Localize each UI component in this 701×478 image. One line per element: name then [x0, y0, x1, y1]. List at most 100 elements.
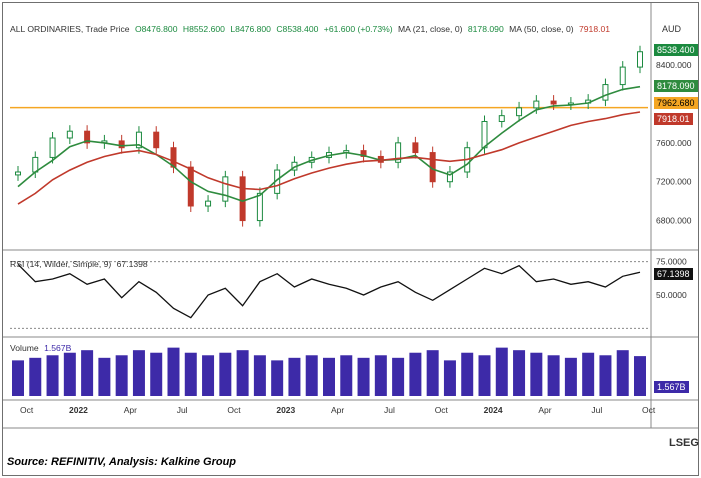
rsi-line	[17, 263, 641, 319]
ma21-label: MA (21, close, 0)	[398, 24, 463, 34]
volume-bar	[12, 360, 24, 396]
open-value: O8476.800	[134, 24, 178, 34]
x-tick-label: Oct	[227, 405, 241, 415]
candle-body	[32, 156, 39, 173]
rsi-header: RSI (14, Wilder, Simple, 9) 67.1398	[10, 259, 151, 269]
candle-body	[516, 107, 523, 117]
price-tick-label: 7200.000	[656, 177, 692, 187]
candle-body	[533, 100, 540, 109]
volume-bar	[392, 357, 405, 396]
candle-body	[187, 166, 194, 207]
low-value: L8476.800	[230, 24, 271, 34]
ma21-line	[17, 85, 641, 202]
x-tick-label: 2023	[276, 405, 295, 415]
ma50-line	[17, 111, 641, 205]
volume-bar	[29, 357, 42, 396]
x-tick-label: 2024	[484, 405, 503, 415]
volume-bar	[236, 350, 249, 396]
volume-bar	[357, 357, 370, 396]
x-tick-label: Apr	[331, 405, 344, 415]
volume-bar	[374, 355, 387, 396]
candle-body	[498, 115, 505, 122]
volume-bar	[409, 352, 422, 396]
candle-body	[153, 131, 160, 149]
x-tick-label: Apr	[124, 405, 137, 415]
ma50-value: 7918.01	[578, 24, 611, 34]
price-tick-label: 7600.000	[656, 138, 692, 148]
close-value: C8538.400	[276, 24, 319, 34]
hline-tag: 7962.680	[654, 97, 698, 109]
x-tick-label: Jul	[177, 405, 188, 415]
rsi-tag: 67.1398	[654, 268, 693, 280]
candle-body	[84, 130, 91, 144]
candle-body	[205, 200, 212, 207]
candle-body	[412, 142, 419, 154]
candle-body	[118, 140, 125, 149]
ma21-tag: 8178.090	[654, 80, 698, 92]
candle-body	[395, 142, 402, 163]
volume-bar	[443, 360, 456, 396]
rsi-header-value: 67.1398	[116, 259, 148, 269]
change-value: +61.600 (+0.73%)	[323, 24, 393, 34]
volume-bar	[271, 360, 284, 396]
candle-body	[222, 176, 229, 202]
x-tick-label: 2022	[69, 405, 88, 415]
volume-label: Volume	[10, 343, 39, 353]
price-tick-label: 6800.000	[656, 216, 692, 226]
volume-bar	[495, 347, 508, 396]
volume-bar	[305, 355, 318, 396]
volume-bar	[184, 352, 197, 396]
candle-body	[446, 171, 453, 183]
volume-bar	[564, 357, 577, 396]
currency-label: AUD	[662, 24, 682, 34]
volume-bar	[98, 357, 111, 396]
volume-bar	[634, 356, 646, 396]
price-tick-label: 8400.000	[656, 60, 692, 70]
x-tick-label: Oct	[20, 405, 34, 415]
candle-body	[602, 84, 609, 101]
x-tick-label: Apr	[538, 405, 551, 415]
candle-body	[619, 66, 626, 86]
volume-bar	[582, 352, 595, 396]
volume-bar	[461, 352, 474, 396]
ma50-label: MA (50, close, 0)	[509, 24, 574, 34]
ma50-tag: 7918.01	[654, 113, 693, 125]
high-value: H8552.600	[182, 24, 225, 34]
rsi-label: RSI (14, Wilder, Simple, 9)	[10, 259, 112, 269]
volume-tag: 1.567B	[654, 381, 689, 393]
volume-bar	[132, 350, 145, 396]
candle-body	[256, 192, 263, 222]
candle-body	[360, 150, 367, 157]
volume-bar	[63, 352, 76, 396]
volume-bar	[150, 352, 163, 396]
volume-bar	[253, 355, 266, 396]
volume-bar	[46, 355, 59, 396]
x-tick-label: Jul	[384, 405, 395, 415]
volume-bar	[81, 350, 94, 396]
volume-bar	[530, 352, 543, 396]
symbol-label: ALL ORDINARIES, Trade Price	[10, 24, 130, 34]
volume-bar	[513, 350, 526, 396]
candle-body	[637, 51, 643, 68]
rsi-tick-label: 50.0000	[656, 290, 687, 300]
volume-bar	[115, 355, 128, 396]
volume-bar	[167, 347, 180, 396]
volume-bar	[616, 350, 629, 396]
candle-body	[15, 171, 21, 176]
candle-body	[66, 130, 73, 139]
candle-body	[550, 100, 557, 105]
volume-bar	[478, 355, 491, 396]
candle-body	[49, 137, 56, 158]
volume-bar	[547, 355, 560, 396]
volume-bar	[202, 355, 215, 396]
x-tick-label: Oct	[642, 405, 656, 415]
volume-bar	[323, 357, 335, 396]
source-note: Source: REFINITIV, Analysis: Kalkine Gro…	[7, 456, 237, 468]
volume-bar	[288, 357, 301, 396]
ma21-value: 8178.090	[467, 24, 504, 34]
candle-body	[135, 131, 142, 149]
volume-bar	[219, 352, 232, 396]
volume-bar	[426, 350, 439, 396]
